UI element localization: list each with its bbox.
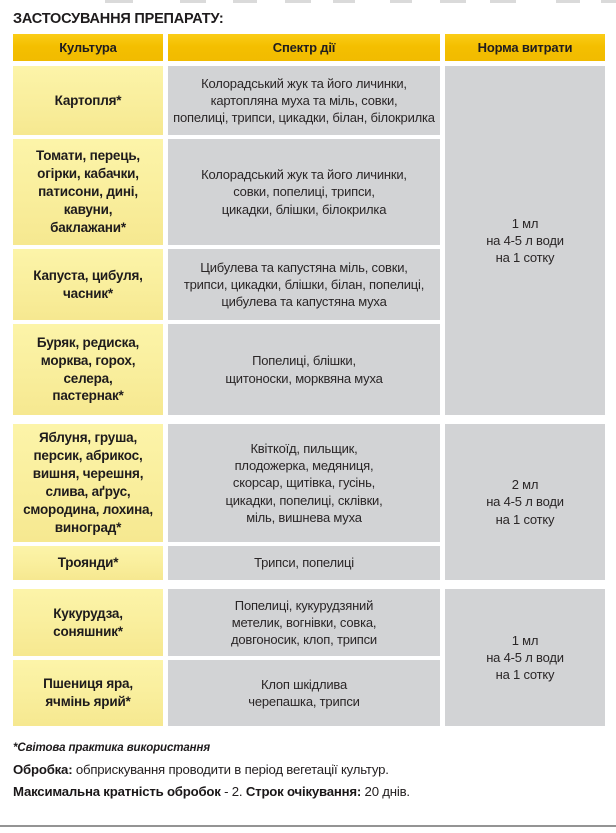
spectrum-cell: Колорадський жук та його личинки, совки,… (168, 139, 440, 245)
treatment-note: Обробка: обприскування проводити в періо… (13, 762, 602, 777)
bottom-divider (0, 825, 616, 827)
page-title: ЗАСТОСУВАННЯ ПРЕПАРАТУ: (13, 11, 224, 27)
culture-cell: Яблуня, груша, персик, абрикос, вишня, ч… (13, 424, 163, 542)
rate-cell: 1 мл на 4-5 л води на 1 сотку (445, 66, 605, 415)
table-group-1: 1 мл на 4-5 л води на 1 сотку Картопля* … (13, 66, 605, 415)
rate-cell: 1 мл на 4-5 л води на 1 сотку (445, 589, 605, 726)
treatment-label: Обробка: (13, 762, 73, 777)
rate-cell: 2 мл на 4-5 л води на 1 сотку (445, 424, 605, 580)
cropped-text-artifact (285, 0, 311, 3)
table-group-2: 2 мл на 4-5 л води на 1 сотку Яблуня, гр… (13, 424, 605, 580)
table-group-3: 1 мл на 4-5 л води на 1 сотку Кукурудза,… (13, 589, 605, 726)
world-practice-footnote: *Світова практика використання (13, 742, 211, 754)
waiting-text: 20 днів. (361, 784, 411, 799)
cropped-text-artifact (233, 0, 257, 3)
spectrum-cell: Клоп шкідлива черепашка, трипси (168, 660, 440, 726)
culture-cell: Буряк, редиска, морква, горох, селера, п… (13, 324, 163, 415)
waiting-label: Строк очікування: (245, 784, 362, 799)
culture-cell: Картопля* (13, 66, 163, 135)
cropped-text-artifact (440, 0, 466, 3)
spectrum-cell: Попелиці, кукурудзяний метелик, вогнівки… (168, 589, 440, 656)
cropped-text-artifact (333, 0, 355, 3)
frequency-note: Максимальна кратність обробок - 2. Строк… (13, 784, 602, 799)
cropped-text-artifact (490, 0, 516, 3)
header-cell-culture: Культура (13, 34, 163, 61)
cropped-text-artifact (390, 0, 412, 3)
culture-cell: Троянди* (13, 546, 163, 580)
frequency-label: Максимальна кратність обробок (13, 784, 221, 799)
frequency-text: - 2. (220, 784, 246, 799)
spectrum-cell: Колорадський жук та його личинки, картоп… (168, 66, 440, 135)
cropped-text-artifact (601, 0, 616, 3)
cropped-text-artifact (556, 0, 580, 3)
spectrum-cell: Цибулева та капустяна міль, совки, трипс… (168, 249, 440, 320)
header-cell-rate: Норма витрати (445, 34, 605, 61)
cropped-text-artifact (180, 0, 206, 3)
cropped-text-artifact (105, 0, 133, 3)
spectrum-cell: Попелиці, блішки, щитоноски, морквяна му… (168, 324, 440, 415)
spectrum-cell: Квіткоїд, пильщик, плодожерка, медяниця,… (168, 424, 440, 542)
treatment-text: обприскування проводити в період вегетац… (72, 762, 389, 777)
footer-notes: *Світова практика використання Обробка: … (13, 742, 602, 799)
spectrum-cell: Трипси, попелиці (168, 546, 440, 580)
culture-cell: Томати, перець, огірки, кабачки, патисон… (13, 139, 163, 245)
application-table-header: Культура Спектр дії Норма витрати (13, 34, 605, 61)
culture-cell: Капуста, цибуля, часник* (13, 249, 163, 320)
culture-cell: Кукурудза, соняшник* (13, 589, 163, 656)
header-cell-spectrum: Спектр дії (168, 34, 440, 61)
culture-cell: Пшениця яра, ячмінь ярий* (13, 660, 163, 726)
